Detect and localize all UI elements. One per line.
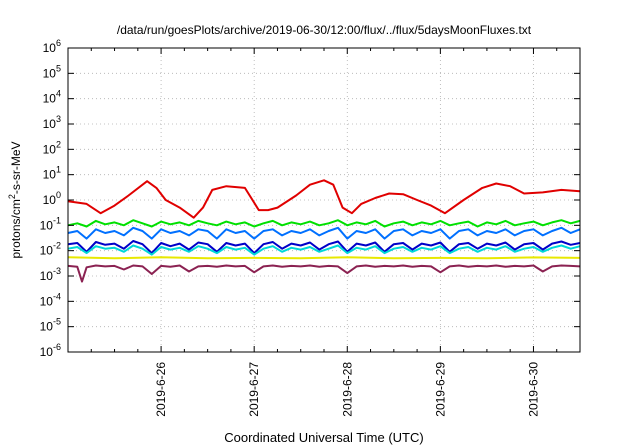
series-line-3 [67, 244, 581, 256]
y-tick-label: 10-5 [40, 317, 61, 334]
series-line-0 [67, 179, 581, 219]
y-axis-ticks: 106 105 104 103 102 101 100 10-1 10-2 10-3 10-4 10-… [40, 38, 580, 359]
x-tick-label: 2019-6-27 [247, 362, 261, 417]
y-tick-label: 10-2 [40, 241, 61, 258]
series-layer [67, 179, 581, 283]
series-line-5 [67, 256, 581, 260]
series-line-4 [67, 240, 581, 255]
y-axis-label-rest: -s-sr-MeV [9, 141, 23, 194]
y-tick-label: 10-3 [40, 266, 61, 283]
series-line-2 [67, 226, 581, 240]
series-line-6 [67, 264, 581, 283]
y-tick-label: 104 [43, 89, 61, 106]
y-tick-label: 103 [43, 114, 61, 131]
x-axis-label: Coordinated Universal Time (UTC) [224, 430, 423, 445]
y-axis-label: protons/cm2-s-sr-MeV [7, 141, 23, 258]
y-tick-label: 102 [43, 139, 61, 156]
y-tick-label: 105 [43, 63, 61, 80]
x-tick-label: 2019-6-29 [433, 362, 447, 417]
y-tick-label: 10-4 [40, 291, 61, 308]
chart-title: /data/run/goesPlots/archive/2019-06-30/1… [117, 23, 532, 37]
x-tick-label: 2019-6-26 [154, 362, 168, 417]
y-tick-label: 101 [43, 165, 61, 182]
series-line-1 [67, 219, 581, 228]
y-tick-label: 100 [43, 190, 61, 207]
x-axis-ticks: 2019-6-26 2019-6-27 2019-6-28 2019-6-29 2019… [90, 48, 558, 417]
grid-lines [68, 48, 580, 352]
y-tick-label: 10-1 [40, 215, 61, 232]
x-tick-label: 2019-6-28 [340, 362, 354, 417]
y-axis-label-sup: 2 [7, 194, 17, 199]
y-tick-label: 10-6 [40, 342, 61, 359]
y-axis-label-main: protons/cm [9, 199, 23, 258]
y-tick-label: 106 [43, 38, 61, 55]
x-tick-label: 2019-6-30 [526, 362, 540, 417]
